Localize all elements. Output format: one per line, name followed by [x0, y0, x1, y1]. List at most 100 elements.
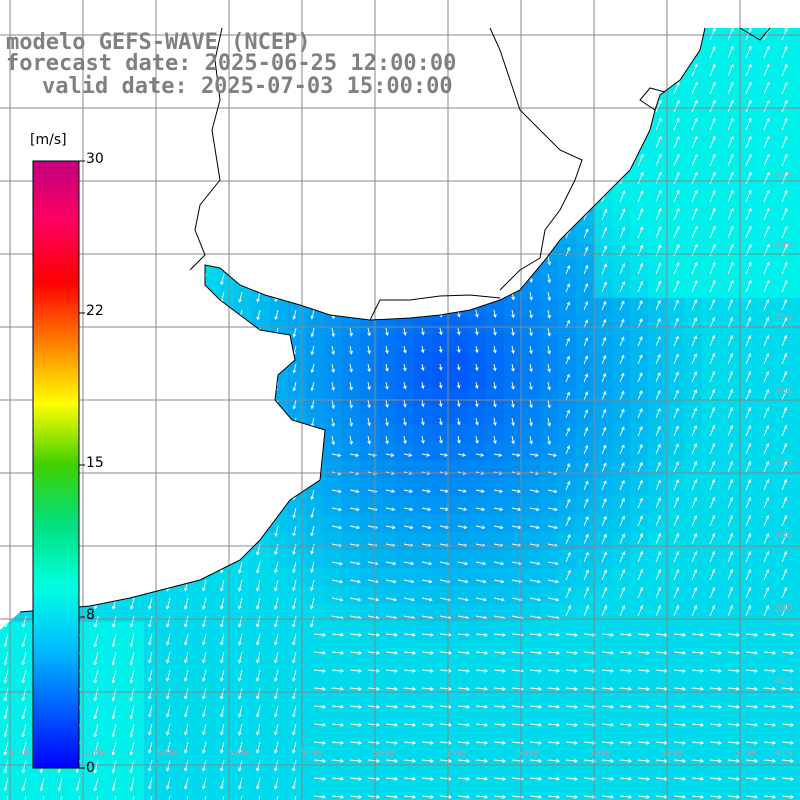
wind-cell [414, 712, 432, 730]
wind-cell [504, 694, 522, 712]
wind-arrow [565, 301, 571, 311]
wind-arrow [238, 615, 243, 628]
wind-arrow [310, 165, 315, 178]
wind-cell [486, 406, 504, 424]
wind-cell [378, 100, 396, 118]
wind-arrow [310, 507, 315, 519]
wind-arrow [547, 507, 558, 512]
wind-cell [540, 676, 558, 694]
wind-cell [108, 442, 126, 460]
wind-arrow [421, 435, 425, 444]
wind-arrow [709, 225, 716, 239]
wind-cell [360, 748, 378, 766]
wind-arrow [202, 147, 207, 160]
wind-cell [306, 748, 324, 766]
wind-cell [108, 748, 126, 766]
wind-arrow [385, 345, 389, 354]
wind-arrow [529, 597, 542, 602]
wind-arrow [111, 741, 117, 756]
wind-arrow [547, 147, 552, 160]
wind-cell [324, 244, 342, 262]
wind-arrow [619, 117, 626, 131]
wind-arrow [547, 633, 561, 637]
wind-arrow [493, 255, 497, 265]
wind-cell [234, 622, 252, 640]
wind-arrow [94, 417, 99, 430]
wind-arrow [745, 741, 759, 745]
wind-cell [792, 28, 800, 46]
wind-arrow [148, 435, 153, 448]
wind-arrow [292, 795, 297, 800]
wind-arrow [529, 129, 534, 142]
wind-arrow [292, 525, 297, 537]
wind-cell [540, 748, 558, 766]
wind-arrow [763, 334, 770, 347]
wind-cell [396, 136, 414, 154]
wind-cell [270, 442, 288, 460]
colorbar-tick-30: 30 [86, 151, 104, 167]
wind-cell [108, 658, 126, 676]
wind-cell [558, 64, 576, 82]
wind-arrow [493, 435, 497, 445]
wind-cell [396, 352, 414, 370]
wind-arrow [583, 777, 597, 781]
wind-arrow [691, 705, 705, 709]
wind-arrow [637, 759, 651, 763]
wind-cell [288, 658, 306, 676]
wind-arrow [475, 399, 479, 408]
wind-arrow [475, 705, 489, 709]
wind-cell [216, 676, 234, 694]
wind-cell [774, 712, 792, 730]
wind-cell [234, 298, 252, 316]
wind-arrow [457, 57, 462, 70]
wind-arrow [274, 597, 279, 610]
wind-cell [18, 622, 36, 640]
wind-arrow [421, 507, 432, 512]
wind-arrow [4, 579, 9, 592]
wind-arrow [22, 147, 27, 160]
wind-cell [522, 748, 540, 766]
wind-arrow [349, 723, 363, 727]
wind-cell [540, 424, 558, 442]
wind-cell [270, 154, 288, 172]
wind-cell [468, 226, 486, 244]
wind-arrow [349, 489, 360, 494]
wind-arrow [274, 453, 279, 465]
wind-arrow [457, 237, 461, 248]
wind-arrow [331, 201, 336, 213]
wind-cell [360, 316, 378, 334]
wind-cell [594, 730, 612, 748]
wind-arrow [57, 777, 63, 792]
wind-cell [342, 586, 360, 604]
wind-arrow [220, 111, 225, 124]
wind-arrow [475, 93, 480, 106]
wind-arrow [547, 651, 561, 655]
wind-arrow [457, 741, 471, 745]
wind-cell [414, 208, 432, 226]
wind-cell [774, 622, 792, 640]
wind-cell [288, 316, 306, 334]
wind-arrow [691, 442, 698, 455]
wind-cell [612, 64, 630, 82]
wind-cell [378, 352, 396, 370]
wind-arrow [349, 255, 354, 266]
wind-arrow [292, 363, 297, 374]
wind-arrow [619, 651, 633, 655]
wind-arrow [184, 381, 189, 394]
wind-cell [342, 316, 360, 334]
wind-cell [18, 766, 36, 784]
wind-arrow [238, 741, 243, 754]
wind-cell [198, 370, 216, 388]
wind-arrow [438, 363, 443, 371]
wind-cell [90, 100, 108, 118]
wind-cell [396, 694, 414, 712]
wind-cell [306, 766, 324, 784]
wind-arrow [403, 453, 413, 457]
wind-arrow [220, 651, 225, 664]
wind-cell [162, 496, 180, 514]
wind-cell [702, 658, 720, 676]
wind-cell [486, 154, 504, 172]
wind-cell [216, 190, 234, 208]
wind-cell [234, 136, 252, 154]
wind-arrow [781, 532, 788, 545]
